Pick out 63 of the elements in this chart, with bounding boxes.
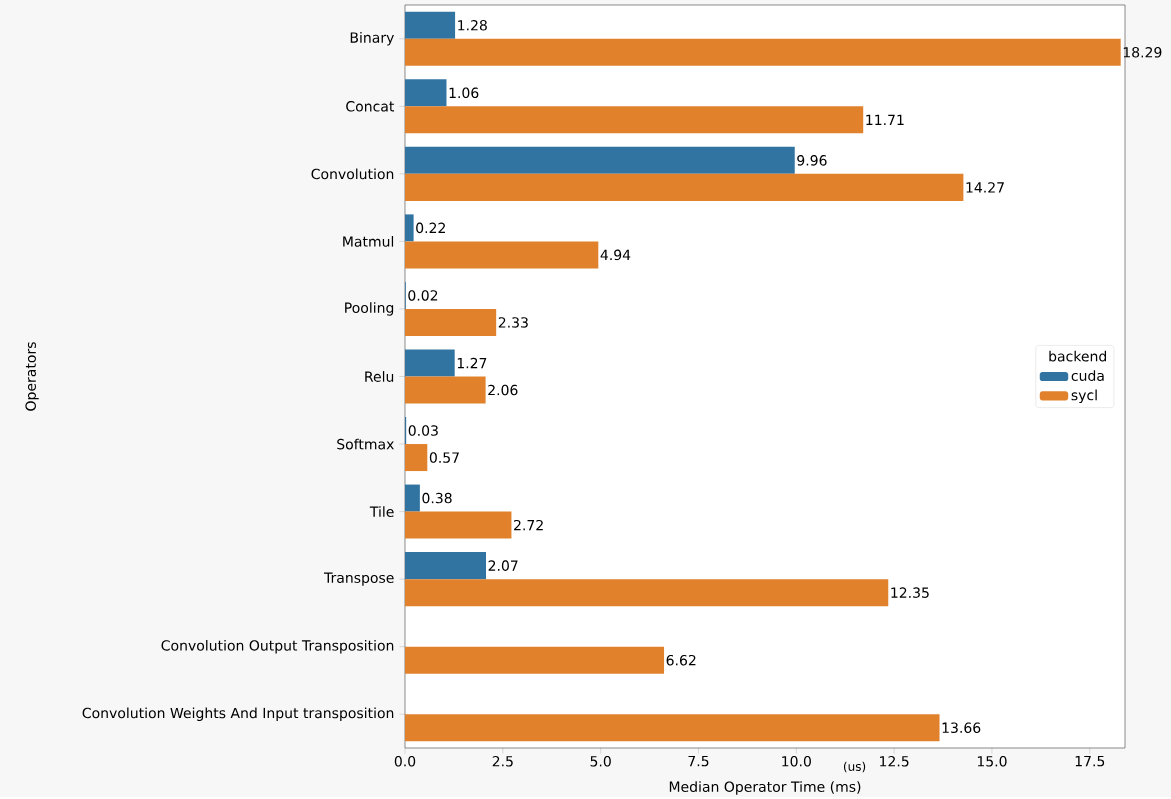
data-label: 18.29 — [1123, 46, 1162, 58]
y-axis-title: Operators — [25, 342, 39, 411]
y-tick-label: Concat — [346, 100, 395, 112]
data-label: 2.07 — [488, 560, 518, 571]
legend-title: backend — [1049, 350, 1107, 362]
y-tick-label: Transpose — [323, 572, 394, 586]
data-label: 12.35 — [891, 587, 929, 598]
x-tick-label: 0.0 — [394, 755, 416, 767]
data-label: 6.62 — [666, 654, 696, 666]
data-label: 0.02 — [408, 289, 438, 301]
data-label: 1.28 — [458, 19, 487, 31]
data-label: 0.22 — [416, 222, 445, 234]
x-tick-label: 10.0 — [782, 755, 811, 767]
y-tick-label: Softmax — [337, 438, 394, 450]
y-tick-label: Convolution — [311, 168, 394, 180]
y-tick-label: Tile — [369, 506, 394, 517]
data-label: 0.38 — [422, 492, 452, 504]
x-tick-label: 2.5 — [492, 755, 513, 767]
y-tick-label: Convolution Weights And Input transposition — [82, 707, 394, 721]
bar — [405, 214, 414, 242]
x-tick-label: 5.0 — [590, 755, 611, 767]
text: (us) — [843, 761, 866, 773]
bar — [405, 79, 447, 107]
data-label: 4.94 — [600, 249, 631, 261]
y-tick-label: Relu — [365, 370, 394, 382]
y-tick-label: Matmul — [343, 235, 394, 247]
bar — [405, 443, 428, 471]
y-tick-label: Convolution Output Transposition — [161, 639, 394, 654]
x-tick-label: 17.5 — [1075, 755, 1105, 767]
data-label: 13.66 — [942, 722, 981, 733]
bar — [405, 551, 486, 579]
data-label: 9.96 — [797, 154, 827, 166]
x-axis-title: Median Operator Time (ms) — [669, 781, 861, 795]
bar — [405, 646, 665, 674]
bar — [405, 376, 486, 404]
bar — [405, 308, 497, 336]
bar — [405, 578, 889, 606]
bar — [405, 11, 456, 39]
bar — [405, 511, 512, 539]
data-label: 2.06 — [488, 384, 518, 396]
bar — [405, 146, 795, 174]
y-tick-label: Binary — [350, 31, 394, 46]
x-tick-label: 15.0 — [977, 755, 1007, 767]
legend-label: cuda — [1071, 369, 1104, 381]
x-tick-label: 12.5 — [880, 755, 909, 767]
data-label: 14.27 — [966, 182, 1004, 193]
data-label: 1.27 — [457, 357, 487, 369]
bar — [405, 106, 864, 134]
y-tick-label: Pooling — [345, 302, 394, 316]
x-tick-label: 7.5 — [688, 755, 709, 767]
data-label: 0.03 — [408, 425, 438, 436]
bar — [405, 241, 599, 269]
bar — [405, 349, 455, 377]
data-label: 11.71 — [866, 114, 904, 125]
bar — [405, 173, 964, 201]
bar — [405, 484, 420, 512]
data-label: 0.57 — [429, 452, 459, 463]
data-label: 2.33 — [498, 316, 528, 328]
data-label: 1.06 — [449, 87, 479, 98]
bar — [405, 38, 1121, 66]
data-label: 2.72 — [514, 519, 543, 531]
legend-label: sycl — [1071, 389, 1097, 403]
bar — [405, 714, 940, 742]
